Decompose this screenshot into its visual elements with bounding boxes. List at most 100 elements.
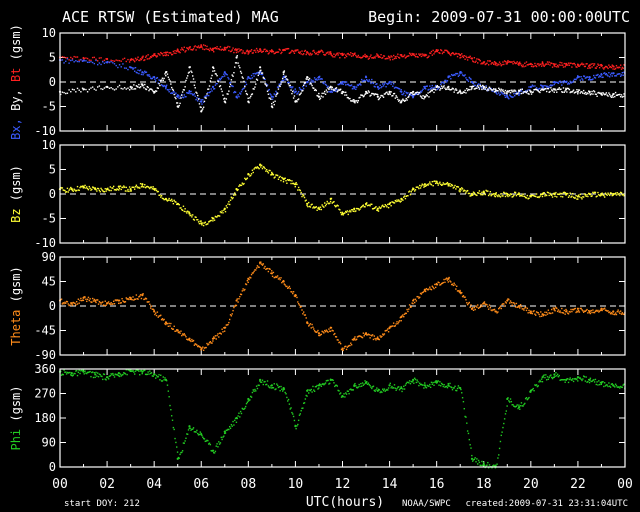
data-point <box>406 308 408 311</box>
data-point <box>213 336 215 338</box>
data-point <box>276 275 279 277</box>
data-point <box>156 376 159 378</box>
data-point <box>265 170 267 172</box>
data-point <box>230 85 233 87</box>
data-point <box>209 443 212 446</box>
data-point <box>446 386 449 389</box>
data-point <box>378 97 381 100</box>
data-point <box>165 87 167 90</box>
data-point <box>132 88 134 90</box>
data-point <box>553 192 556 196</box>
data-point <box>437 184 439 186</box>
data-point <box>145 373 148 376</box>
data-point <box>181 450 184 452</box>
data-point <box>233 194 235 196</box>
data-point <box>487 87 490 90</box>
data-point <box>430 184 433 186</box>
data-point <box>293 92 296 94</box>
data-point <box>443 85 445 87</box>
data-point <box>261 51 264 53</box>
y-tick-label: 5 <box>49 51 56 65</box>
data-point <box>392 83 395 85</box>
data-point <box>153 188 156 191</box>
data-point <box>133 299 135 301</box>
data-point <box>388 90 391 93</box>
data-point <box>244 178 247 181</box>
data-point <box>355 339 357 341</box>
data-point <box>340 92 343 94</box>
data-point <box>464 74 466 76</box>
data-point <box>298 86 301 89</box>
data-point <box>565 308 567 311</box>
data-point <box>283 388 286 390</box>
data-point <box>80 59 82 61</box>
data-point <box>395 57 397 59</box>
data-point <box>193 344 196 346</box>
data-point <box>138 296 140 298</box>
data-point <box>281 281 283 284</box>
data-point <box>302 53 304 56</box>
data-point <box>66 371 69 374</box>
data-point <box>332 56 334 58</box>
y-axis-label-part: (gsm) <box>9 385 23 428</box>
data-point <box>367 382 370 384</box>
data-point <box>466 430 469 432</box>
data-point <box>156 190 159 193</box>
data-point <box>520 92 523 95</box>
data-point <box>423 387 425 389</box>
data-point <box>525 197 528 199</box>
data-point <box>228 425 231 428</box>
data-point <box>553 64 555 67</box>
data-point <box>223 75 226 77</box>
data-point <box>576 89 578 91</box>
data-point <box>526 90 529 92</box>
data-point <box>255 83 257 85</box>
data-point <box>113 189 116 191</box>
data-point <box>282 79 285 82</box>
data-point <box>569 311 571 313</box>
data-point <box>462 400 465 403</box>
data-point <box>493 60 496 63</box>
data-point <box>481 88 483 91</box>
data-point <box>63 302 65 305</box>
data-point <box>302 53 305 55</box>
data-point <box>451 52 454 54</box>
data-point <box>402 55 404 58</box>
data-point <box>472 85 475 88</box>
data-point <box>396 321 398 323</box>
data-point <box>196 97 198 99</box>
data-point <box>350 389 353 391</box>
data-point <box>306 321 309 324</box>
data-point <box>217 48 219 50</box>
data-point <box>585 93 587 96</box>
data-point <box>572 196 575 198</box>
data-point <box>291 411 293 414</box>
data-point <box>91 371 93 374</box>
data-point <box>287 286 290 289</box>
data-point <box>149 57 151 59</box>
data-point <box>255 166 257 169</box>
data-point <box>523 195 525 198</box>
data-point <box>408 96 410 98</box>
data-point <box>421 53 423 55</box>
data-point <box>503 90 505 93</box>
data-point <box>90 61 92 63</box>
data-point <box>609 386 612 388</box>
data-point <box>96 187 99 190</box>
data-point <box>75 189 78 192</box>
data-point <box>473 306 476 309</box>
data-point <box>218 336 220 338</box>
data-point <box>510 89 513 91</box>
data-point <box>75 190 77 192</box>
data-point <box>426 85 428 87</box>
x-tick-label: 22 <box>570 477 586 492</box>
data-point <box>327 85 329 88</box>
data-point <box>597 309 599 312</box>
data-point <box>208 49 211 52</box>
data-point <box>571 66 573 68</box>
data-point <box>529 391 531 393</box>
data-point <box>259 66 262 69</box>
data-point <box>363 383 365 385</box>
data-point <box>566 192 569 195</box>
data-point <box>478 190 481 192</box>
